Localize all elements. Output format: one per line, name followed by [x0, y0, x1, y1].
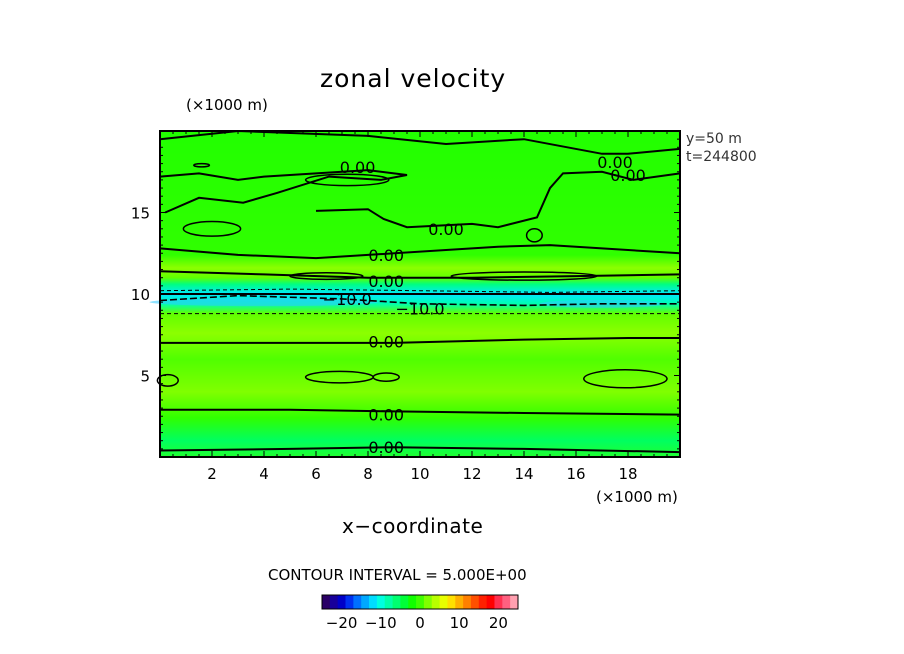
colorbar-swatch — [337, 595, 346, 609]
contour-label: 0.00 — [368, 272, 404, 291]
negative-velocity-core — [149, 298, 379, 307]
colorbar-tick-label: −20 — [326, 614, 358, 632]
colorbar-swatch — [478, 595, 488, 609]
contour-line — [159, 446, 681, 454]
contour-loop — [193, 162, 211, 168]
contour-loop — [450, 271, 598, 281]
colorbar-swatch — [369, 595, 378, 609]
x-axis-unit: (×1000 m) — [596, 488, 678, 506]
colorbar-swatch — [322, 595, 331, 609]
contour-loop — [525, 228, 543, 243]
contour-interval-label: CONTOUR INTERVAL = 5.000E+00 — [268, 566, 527, 584]
colorbar-swatch — [510, 595, 519, 609]
colorbar-swatch — [431, 595, 440, 609]
x-tick-label: 4 — [259, 465, 269, 483]
depth-annotation: y=50 m — [686, 131, 742, 147]
contour-loop — [583, 369, 668, 389]
colorbar-swatch — [494, 595, 503, 609]
colorbar-tick-label: 0 — [415, 614, 425, 632]
contour-label: 0.00 — [597, 153, 633, 172]
x-tick-label: 2 — [207, 465, 217, 483]
colorbar-swatch — [329, 595, 339, 609]
colorbar-swatch — [384, 595, 393, 609]
contour-label: 0.00 — [368, 246, 404, 265]
y-tick-label: 5 — [140, 368, 150, 386]
x-tick-label: 12 — [462, 465, 481, 483]
colorbar-swatch — [376, 595, 386, 609]
contour-loop — [156, 373, 179, 387]
contour-label: −10.0 — [323, 290, 372, 309]
x-tick-label: 10 — [410, 465, 429, 483]
contour-loop — [304, 173, 390, 187]
contour-line — [160, 337, 680, 344]
colorbar-swatch — [361, 595, 370, 609]
colorbar-tick-label: −10 — [365, 614, 397, 632]
contour-line — [159, 288, 681, 293]
contour-label: 0.00 — [368, 332, 404, 351]
colorbar-swatch — [353, 595, 362, 609]
contour-line — [315, 170, 681, 229]
x-tick-label: 18 — [618, 465, 637, 483]
contour-label: 0.00 — [428, 220, 464, 239]
contour-line — [159, 270, 681, 279]
contour-line — [159, 294, 680, 307]
colorbar-swatch — [423, 595, 433, 609]
colorbar-swatch — [345, 595, 354, 609]
x-tick-label: 8 — [363, 465, 373, 483]
colorbar-tick-label: 20 — [489, 614, 508, 632]
x-tick-label: 14 — [514, 465, 533, 483]
contour-label: 0.00 — [368, 438, 404, 457]
time-annotation: t=244800 — [686, 149, 757, 165]
colorbar-frame — [321, 594, 519, 610]
chart-title: zonal velocity — [320, 64, 507, 93]
y-axis-unit: (×1000 m) — [186, 96, 268, 114]
y-tick-label: 10 — [131, 286, 150, 304]
colorbar-swatch — [502, 595, 511, 609]
x-tick-label: 16 — [566, 465, 585, 483]
x-tick-label: 6 — [311, 465, 321, 483]
contour-line — [159, 244, 681, 260]
contour-loop — [289, 272, 364, 281]
contour-loop — [182, 220, 242, 237]
colorbar-swatch — [439, 595, 448, 609]
contour-line — [159, 169, 408, 214]
colorbar-swatch — [400, 595, 409, 609]
colorbar-swatch — [455, 595, 464, 609]
contour-label: 0.00 — [368, 406, 404, 425]
x-axis-label: x−coordinate — [342, 514, 484, 538]
colorbar-swatch — [416, 595, 425, 609]
colorbar-tick-label: 10 — [450, 614, 469, 632]
contour-loop — [372, 372, 400, 382]
colorbar-swatch — [463, 595, 472, 609]
contour-label: 0.00 — [340, 158, 376, 177]
contour-line — [160, 408, 681, 416]
y-tick-label: 15 — [131, 205, 150, 223]
colorbar-swatch — [408, 595, 417, 609]
colorbar-swatch — [470, 595, 480, 609]
colorbar-swatch — [486, 595, 495, 609]
colorbar-swatch — [447, 595, 456, 609]
contour-label: 0.00 — [610, 166, 646, 185]
contour-label: −10.0 — [395, 300, 444, 319]
colorbar-swatch — [392, 595, 401, 609]
